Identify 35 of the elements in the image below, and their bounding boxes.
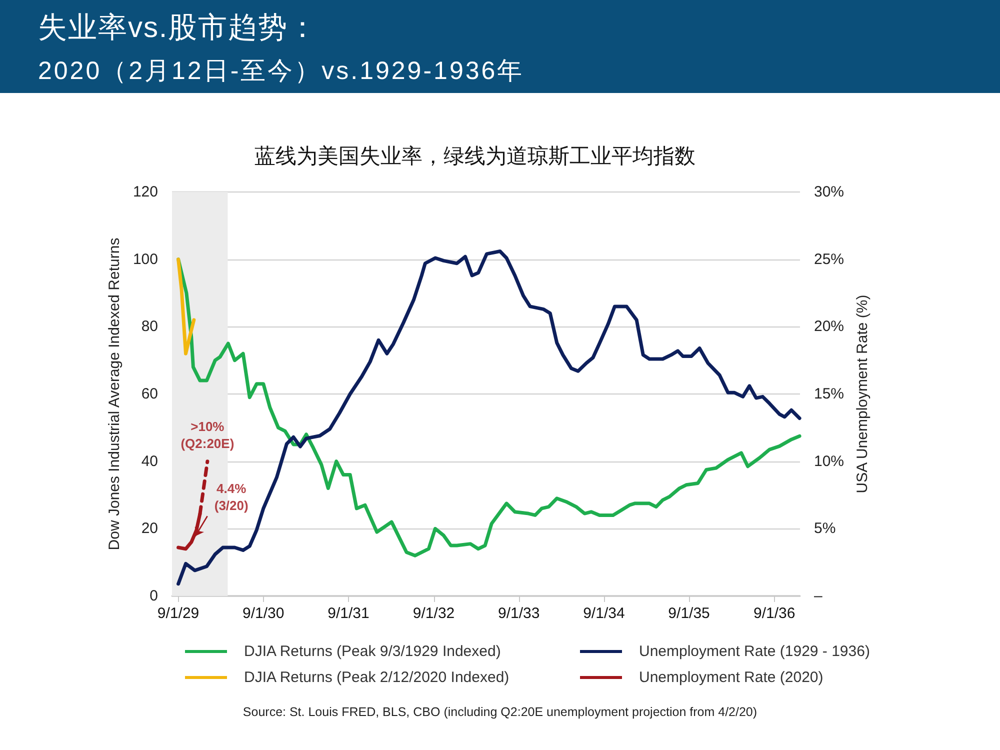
y-tick-label: 100	[132, 250, 158, 268]
x-tick-label: 9/1/33	[498, 605, 540, 622]
text: 蓝线为美国失业率，绿线为道琼斯工业平均指数	[254, 145, 696, 168]
y-tick-label: 20	[141, 520, 158, 538]
y2-tick-label: 25%	[814, 250, 844, 268]
y-tick-label: 40	[141, 452, 158, 470]
x-tick-label: 9/1/30	[242, 605, 284, 622]
legend-label: Unemployment Rate (2020)	[639, 669, 824, 686]
y2-tick-label: 15%	[814, 386, 844, 402]
x-tick-label: 9/1/35	[668, 605, 710, 622]
y-tick-label: 80	[141, 318, 158, 336]
y-tick-label: 60	[141, 386, 158, 402]
y2-tick-label: 30%	[814, 184, 844, 200]
line-series	[176, 258, 196, 356]
y2-tick-label: 10%	[814, 452, 844, 470]
legend-label: DJIA Returns (Peak 2/12/2020 Indexed)	[244, 669, 510, 686]
y2-axis-title: USA Unemployment Rate (%)	[854, 294, 871, 494]
chart-subtitle: 2020（2月12日-至今）vs.1929-1936年	[38, 56, 524, 87]
x-tick-label: 9/1/34	[583, 605, 625, 622]
x-tick-label: 9/1/32	[412, 605, 455, 622]
chart-title: 失业率vs.股市趋势：	[38, 11, 318, 46]
x-tick-label: 9/1/36	[754, 605, 796, 622]
legend-label: Unemployment Rate (1929 - 1936)	[639, 643, 870, 660]
y-tick-label: 0	[150, 588, 158, 604]
y2-tick-label: 20%	[814, 318, 844, 336]
y-axis-title: Dow Jones Industrial Average Indexed Returns	[106, 238, 123, 550]
source-note: Source: St. Louis FRED, BLS, CBO (including Q2:20E unemployment projection from 4/2/20)	[242, 705, 758, 719]
y-tick-label: 120	[132, 184, 158, 200]
x-tick-label: 9/1/31	[328, 605, 370, 622]
annotation: >10% (Q2:20E)	[180, 418, 234, 451]
legend-label: DJIA Returns (Peak 9/3/1929 Indexed)	[244, 643, 501, 660]
y2-tick-label: –	[814, 588, 823, 604]
x-tick-label: 9/1/29	[157, 605, 200, 622]
y2-tick-label: 5%	[814, 520, 836, 538]
annotation: 4.4% (3/20)	[214, 481, 248, 514]
